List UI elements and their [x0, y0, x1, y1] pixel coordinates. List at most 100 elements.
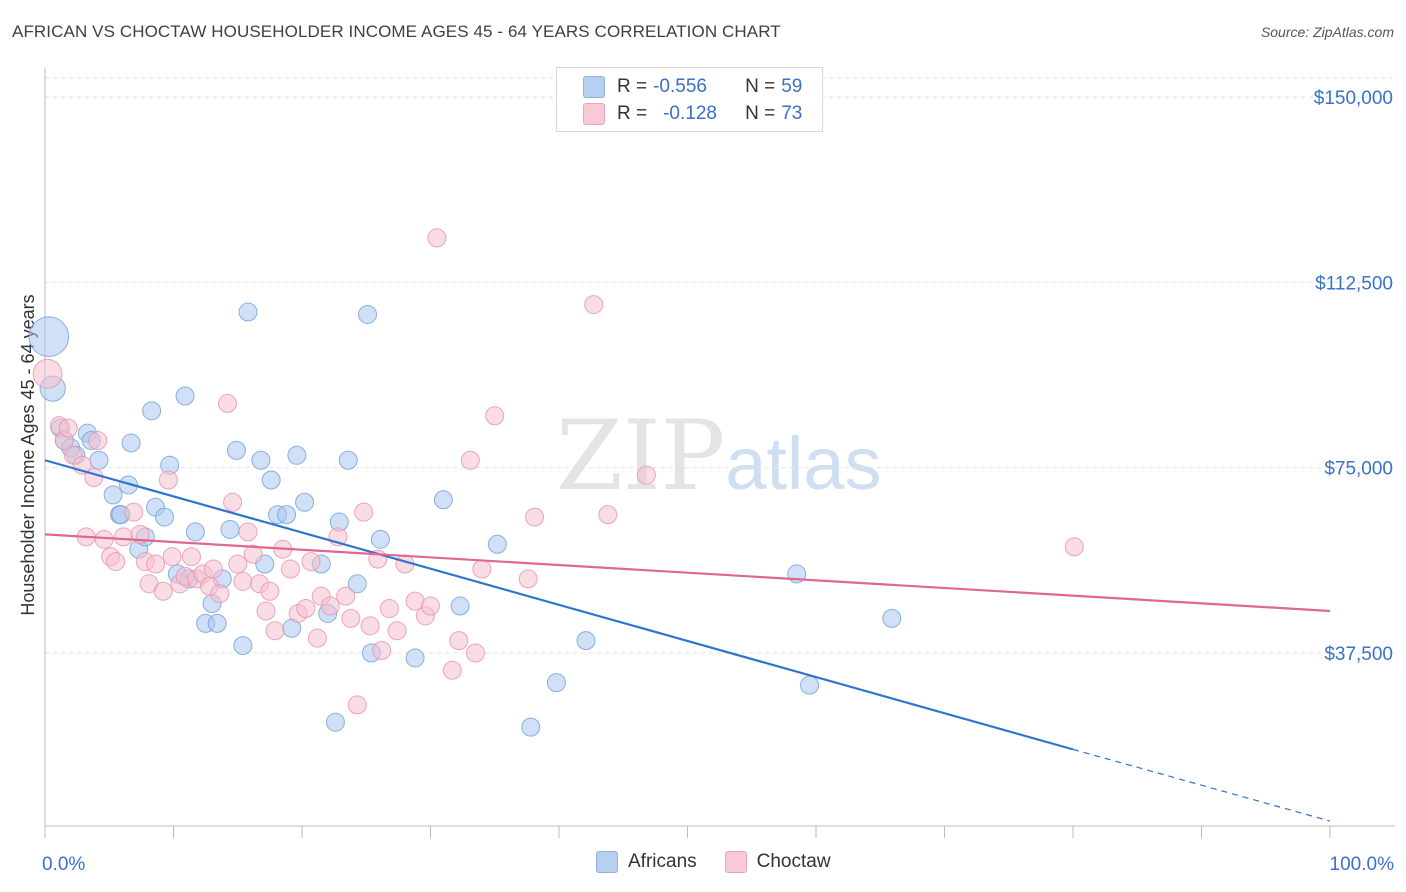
choctaw-point: [228, 554, 248, 574]
legend-r-value: -0.128: [663, 103, 717, 124]
choctaw-point: [158, 470, 178, 490]
africans-point: [233, 636, 253, 656]
choctaw-point: [449, 631, 469, 651]
choctaw-point: [598, 505, 618, 525]
choctaw-point: [217, 393, 237, 413]
choctaw-point: [301, 552, 321, 572]
choctaw-point: [113, 527, 133, 547]
africans-point: [370, 529, 390, 549]
legend-row-africans: R = -0.556 N = 59: [583, 75, 802, 99]
choctaw-point: [379, 599, 399, 619]
africans-point: [28, 316, 70, 357]
y-tick-label: $150,000: [1314, 88, 1393, 109]
choctaw-point: [124, 502, 144, 522]
choctaw-point: [153, 581, 173, 601]
watermark-zip: ZIP: [556, 400, 726, 512]
swatch-choctaw: [724, 851, 747, 873]
choctaw-point: [421, 596, 440, 616]
africans-point: [295, 492, 315, 512]
africans-point: [487, 534, 507, 554]
chart-title: AFRICAN VS CHOCTAW HOUSEHOLDER INCOME AG…: [12, 22, 781, 41]
choctaw-point: [233, 571, 253, 591]
africans-point: [521, 717, 541, 737]
legend-r-label: R =: [617, 76, 648, 97]
africans-point: [103, 485, 123, 505]
africans-point: [405, 648, 425, 668]
choctaw-point: [427, 228, 447, 248]
choctaw-point: [372, 641, 392, 661]
choctaw-point: [518, 569, 538, 589]
africans-point: [882, 608, 902, 628]
choctaw-point: [320, 596, 340, 616]
africans-point: [226, 440, 246, 460]
choctaw-point: [265, 621, 285, 641]
legend-n-value: 73: [781, 103, 803, 124]
choctaw-trend-line: [44, 533, 1331, 613]
choctaw-point: [88, 430, 108, 450]
choctaw-point: [210, 584, 230, 604]
africans-point: [175, 386, 195, 406]
choctaw-point: [584, 295, 604, 315]
africans-point: [155, 507, 175, 527]
legend-r-value: -0.556: [653, 76, 707, 97]
swatch-africans: [596, 851, 618, 873]
y-tick-label: $112,500: [1315, 273, 1393, 294]
africans-trend-extension: [1072, 748, 1331, 822]
legend-n-value: 59: [781, 76, 803, 97]
source-label: Source: ZipAtlas.com: [1260, 24, 1394, 40]
watermark-atlas: atlas: [725, 422, 882, 505]
choctaw-point: [460, 450, 480, 470]
africans-point: [287, 445, 307, 465]
correlation-legend: R = -0.556 N = 59 R = -0.128 N = 73: [556, 67, 823, 132]
x-tick-label: 0.0%: [42, 854, 85, 875]
legend-n-label: N =: [745, 76, 776, 97]
choctaw-point: [243, 544, 263, 564]
africans-point: [89, 450, 109, 470]
africans-point: [251, 450, 271, 470]
africans-point: [220, 519, 240, 539]
africans-point: [238, 302, 258, 322]
africans-point: [450, 596, 470, 616]
choctaw-point: [485, 406, 505, 426]
legend-item-africans: Africans: [596, 851, 697, 873]
y-tick-label: $37,500: [1324, 644, 1393, 665]
legend-n-label: N =: [745, 103, 776, 124]
legend-swatch-africans: [583, 76, 605, 98]
africans-point: [546, 673, 566, 693]
choctaw-point: [525, 507, 545, 527]
series-legend: Africans Choctaw: [596, 851, 859, 873]
africans-point: [119, 475, 139, 495]
watermark: ZIPatlas: [556, 400, 882, 512]
choctaw-point: [347, 695, 367, 715]
africans-point: [358, 304, 378, 324]
legend-swatch-choctaw: [583, 103, 605, 125]
choctaw-point: [203, 559, 223, 579]
africans-point: [261, 470, 281, 490]
choctaw-point: [58, 418, 78, 438]
legend-label-africans: Africans: [628, 851, 697, 872]
choctaw-point: [1064, 537, 1084, 557]
africans-point: [433, 490, 453, 510]
africans-point: [338, 450, 358, 470]
africans-point: [347, 574, 367, 594]
legend-row-choctaw: R = -0.128 N = 73: [583, 102, 802, 126]
legend-item-choctaw: Choctaw: [724, 851, 831, 873]
choctaw-point: [260, 581, 280, 601]
x-tick-label: 100.0%: [1330, 854, 1395, 875]
choctaw-point: [32, 358, 63, 389]
africans-point: [121, 433, 141, 453]
y-tick-label: $75,000: [1324, 459, 1393, 480]
choctaw-point: [280, 559, 300, 579]
choctaw-point: [465, 643, 485, 663]
legend-label-choctaw: Choctaw: [756, 851, 831, 872]
africans-point: [185, 522, 205, 542]
choctaw-point: [354, 502, 374, 522]
choctaw-point: [256, 601, 276, 621]
choctaw-point: [106, 552, 126, 572]
choctaw-point: [146, 554, 166, 574]
africans-point: [207, 613, 227, 633]
choctaw-point: [336, 586, 356, 606]
africans-point: [277, 505, 297, 525]
choctaw-point: [472, 559, 492, 579]
